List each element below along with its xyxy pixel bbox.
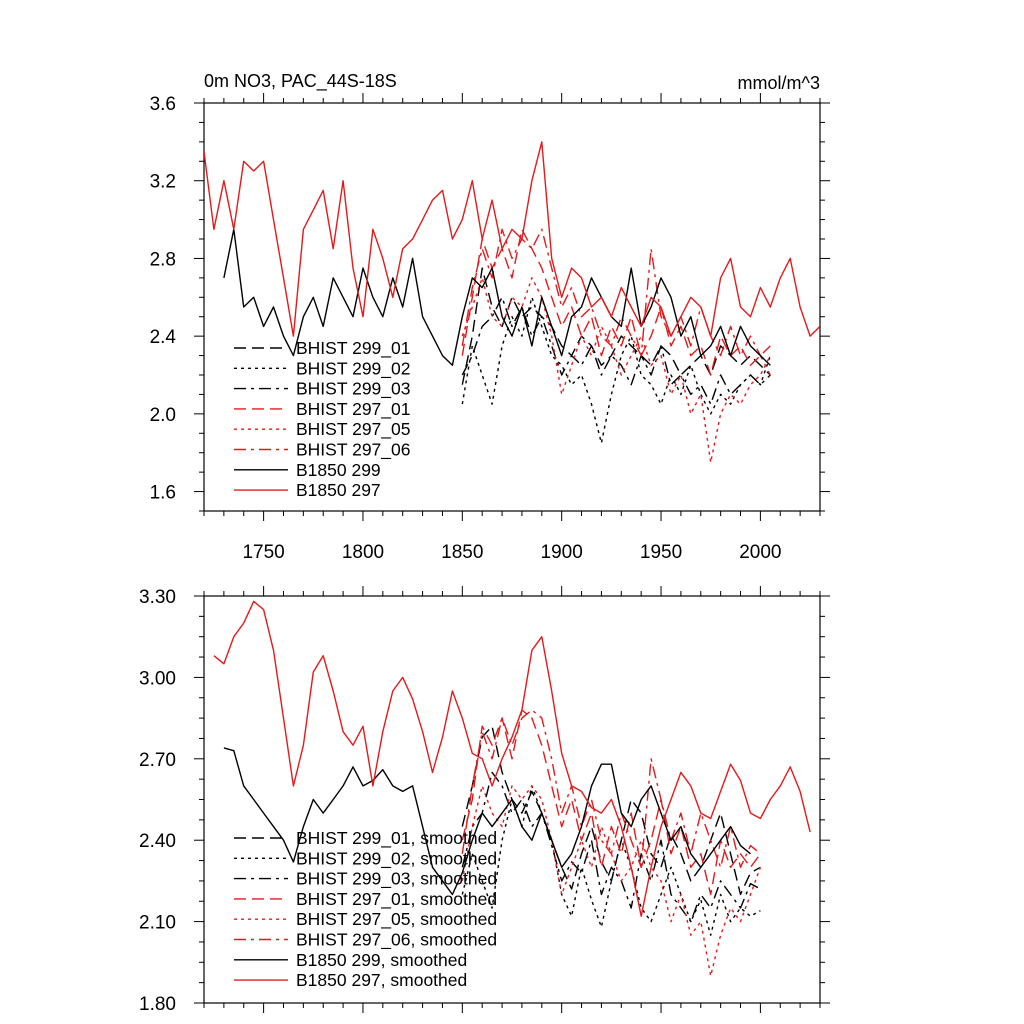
chart-title: 0m NO3, PAC_44S-18S — [204, 71, 397, 92]
plot-frame — [203, 102, 821, 512]
x-tick-label: 2000 — [739, 542, 781, 563]
y-tick-label: 2.40 — [139, 831, 176, 852]
y-tick-label: 3.6 — [150, 94, 176, 115]
series-line-2 — [461, 771, 761, 923]
y-tick-label: 1.6 — [150, 483, 176, 504]
units-label: mmol/m^3 — [738, 73, 820, 93]
y-tick-label: 2.0 — [150, 405, 176, 426]
legend-label-4: BHIST 297_05 — [296, 419, 410, 440]
x-tick-label: 1950 — [640, 542, 682, 563]
legend-label-3: BHIST 297_01 — [296, 399, 410, 420]
x-tick-label: 1800 — [342, 542, 384, 563]
legend-label-0: BHIST 299_01 — [296, 338, 410, 359]
series-line-4 — [461, 277, 771, 464]
top-panel: 1750 1800 1850 1900 1950 2000 1.6 2.0 2.4 2.8 3.2 3… — [150, 71, 830, 563]
legend-label-1: BHIST 299_02 — [296, 358, 410, 379]
series-line-6 — [223, 747, 751, 896]
legend-label-0: BHIST 299_01, smoothed — [296, 828, 497, 849]
series-line-1 — [461, 296, 771, 444]
legend-label-7: B1850 297, smoothed — [296, 970, 467, 990]
y-tick-label: 2.70 — [139, 750, 176, 771]
series-line-7 — [213, 600, 811, 917]
legend-label-2: BHIST 299_03, smoothed — [296, 869, 497, 890]
series-line-5 — [461, 709, 761, 868]
series-line-3 — [461, 228, 771, 376]
legend-label-3: BHIST 297_01, smoothed — [296, 889, 497, 910]
legend-label-5: BHIST 297_06, smoothed — [296, 930, 497, 951]
series-line-0 — [461, 267, 771, 385]
legend-label-2: BHIST 299_03 — [296, 379, 410, 400]
legend-label-1: BHIST 299_02, smoothed — [296, 848, 497, 869]
y-tick-label: 2.10 — [139, 913, 176, 934]
series-line-7 — [204, 141, 820, 337]
y-tick-label: 1.80 — [139, 994, 176, 1015]
y-tick-label: 3.2 — [150, 172, 176, 193]
x-tick-label: 1750 — [242, 542, 284, 563]
x-tick-label: 1850 — [441, 542, 483, 563]
legend-label-7: B1850 297 — [296, 480, 381, 500]
y-tick-label: 2.4 — [150, 327, 177, 348]
bottom-panel: 1.80 2.10 2.40 2.70 3.00 3.30 BHIST 299_01, sm… — [139, 586, 830, 1015]
series-line-3 — [461, 709, 761, 896]
x-tick-label: 1900 — [541, 542, 583, 563]
legend-label-4: BHIST 297_05, smoothed — [296, 909, 497, 930]
series-line-4 — [461, 785, 762, 977]
y-tick-label: 2.8 — [150, 249, 176, 270]
y-tick-label: 3.30 — [139, 587, 176, 608]
legend-label-5: BHIST 297_06 — [296, 440, 410, 461]
legend-label-6: B1850 299, smoothed — [296, 950, 467, 970]
series-line-6 — [223, 228, 771, 366]
series-line-2 — [461, 296, 771, 405]
legend-label-6: B1850 299 — [296, 460, 381, 480]
y-tick-label: 3.00 — [139, 668, 176, 689]
